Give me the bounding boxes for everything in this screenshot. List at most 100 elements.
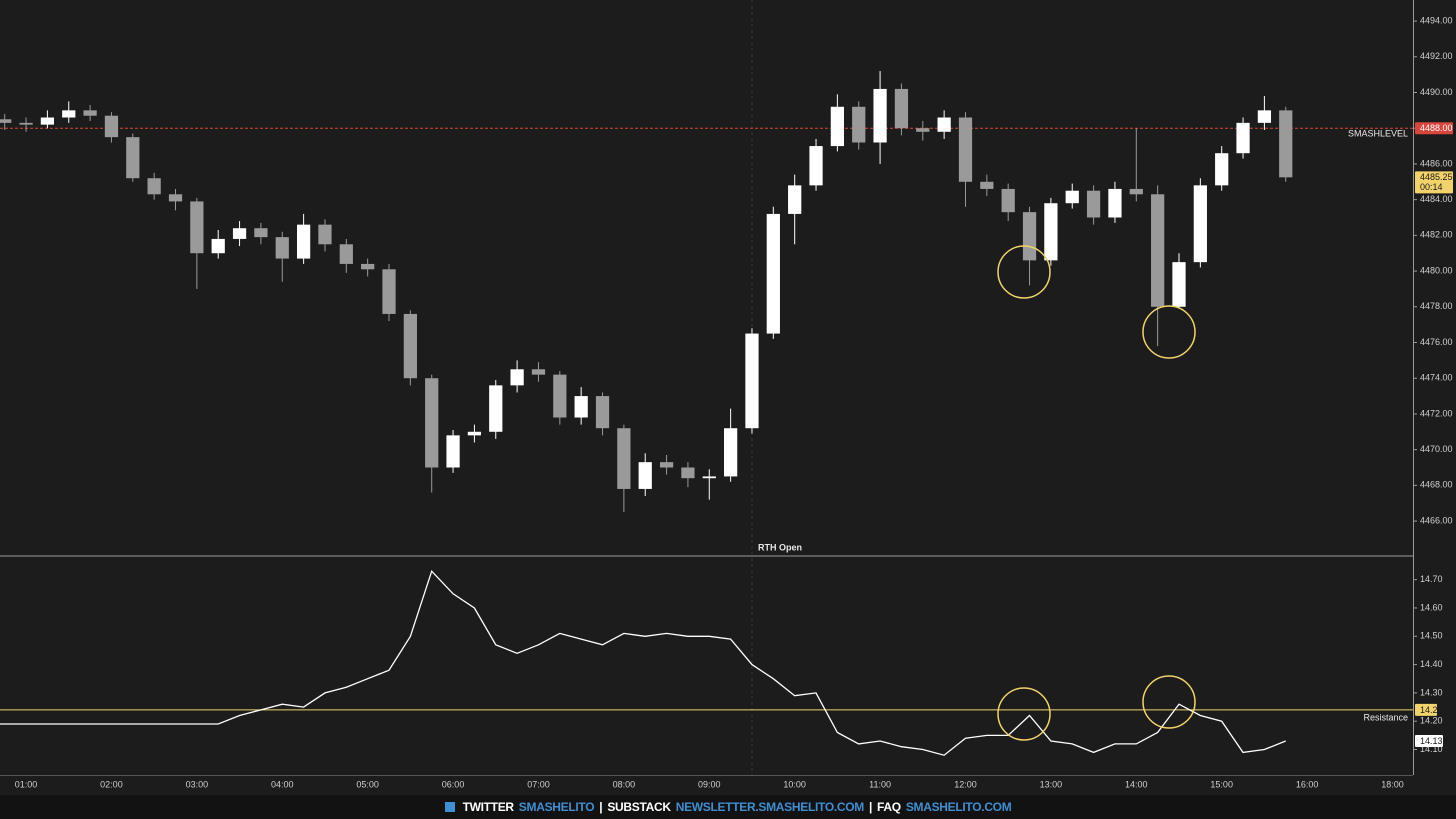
x-tick-label: 07:00 (527, 779, 550, 789)
candle-body (1257, 110, 1272, 123)
highlight-circle (1142, 675, 1196, 729)
y-tick-label: 4484.00 (1420, 194, 1453, 204)
last-price-box (1415, 171, 1453, 194)
candle-body (1044, 203, 1058, 261)
candle-body (980, 181, 994, 189)
footer-link[interactable]: SMASHELITO.COM (905, 800, 1012, 814)
level-price-label-box (1415, 122, 1453, 135)
y-tick-label: 4480.00 (1420, 265, 1453, 275)
candle-body (190, 201, 204, 254)
candle-body (595, 396, 610, 429)
candle-body (638, 462, 652, 489)
candle-body (275, 237, 289, 259)
footer-separator: | (868, 800, 873, 814)
candle-body (1236, 122, 1250, 154)
background (0, 0, 1456, 795)
candle-body (724, 428, 738, 477)
x-tick-label: 12:00 (954, 779, 977, 789)
x-tick-label: 06:00 (442, 779, 465, 789)
candle-body (809, 146, 823, 186)
candle-body (553, 374, 567, 418)
footer-separator: | (599, 800, 603, 814)
candle-body (1172, 262, 1186, 307)
candle-body (1215, 153, 1229, 186)
candle-body (403, 313, 417, 379)
candle-body (168, 194, 183, 202)
candle-body (1022, 212, 1037, 261)
y-tick-label: 4476.00 (1420, 337, 1453, 347)
y-tick-label: 14.30 (1420, 687, 1443, 697)
candle-body (126, 137, 140, 179)
candle-body (1001, 188, 1015, 213)
candle-body (659, 462, 674, 468)
candle-body (1065, 190, 1079, 204)
candle-body (745, 333, 759, 429)
candle-body (766, 213, 780, 334)
candle-body (0, 119, 12, 123)
x-tick-label: 16:00 (1296, 779, 1319, 789)
footer-label: SUBSTACK (607, 800, 671, 814)
candle-body (147, 178, 161, 195)
x-tick-label: 10:00 (783, 779, 806, 789)
candle-body (254, 228, 268, 238)
y-tick-label: 4470.00 (1420, 444, 1453, 454)
x-tick-label: 02:00 (100, 779, 123, 789)
series-line (0, 569, 1286, 756)
footer-link[interactable]: NEWSLETTER.SMASHELITO.COM (675, 800, 865, 814)
candle-body (446, 435, 460, 468)
x-tick-label: 11:00 (869, 779, 891, 789)
candle-body (510, 369, 524, 386)
candle-body (1193, 185, 1207, 263)
candle-body (339, 244, 353, 264)
candle-body (382, 269, 396, 314)
x-tick-label: 09:00 (698, 779, 721, 789)
x-tick-label: 05:00 (356, 779, 379, 789)
x-tick-label: 18:00 (1381, 779, 1404, 789)
x-tick-label: 03:00 (186, 779, 209, 789)
y-tick-label: 14.70 (1420, 574, 1443, 584)
candle-body (104, 115, 119, 138)
candle-body (19, 122, 33, 125)
candle-body (318, 224, 332, 245)
candle-body (617, 428, 631, 489)
candle-body (232, 228, 247, 239)
candle-body (40, 117, 55, 125)
y-tick-label: 14.50 (1420, 631, 1443, 641)
candle-body (852, 106, 866, 143)
y-tick-label: 4490.00 (1420, 87, 1453, 97)
candle-body (1151, 194, 1165, 307)
candle-body (296, 224, 311, 259)
y-tick-label: 4468.00 (1420, 480, 1453, 490)
y-tick-label: 14.10 (1420, 744, 1443, 754)
candle-body (1129, 188, 1143, 195)
y-tick-label: 4494.00 (1420, 15, 1453, 25)
plot-layer: 01:00 02:00 03:00 04:00 05:00 06:00 07:00 08:00… (0, 0, 1453, 789)
candle-body (1108, 188, 1122, 218)
x-tick-label: 08:00 (613, 779, 636, 789)
candle-body (937, 117, 951, 132)
candle-body (958, 117, 973, 182)
candle-body (702, 476, 716, 479)
candle-body (83, 110, 97, 116)
footer-label: TWITTER (462, 800, 515, 814)
y-tick-label: 4478.00 (1420, 301, 1453, 311)
x-tick-label: 04:00 (271, 779, 294, 789)
x-tick-label: 13:00 (1040, 779, 1063, 789)
y-tick-label: 14.40 (1420, 659, 1443, 669)
x-tick-label: 01:00 (15, 779, 38, 789)
footer-link[interactable]: SMASHELITO (518, 800, 595, 814)
level-name: Resistance (1363, 712, 1408, 722)
level-name: SMASHLEVEL (1348, 129, 1408, 139)
last-price-label: 4485.25 (1420, 172, 1453, 182)
last-value-label-box (1415, 735, 1443, 748)
candle-body (531, 369, 546, 375)
highlight-circle (997, 687, 1051, 741)
y-tick-label: 4492.00 (1420, 51, 1453, 61)
candle-body (830, 106, 844, 147)
level-value-label-box (1415, 703, 1437, 716)
y-tick-label: 14.60 (1420, 602, 1443, 612)
highlight-circle (1142, 305, 1196, 359)
candle-body (574, 396, 588, 418)
y-tick-label: 4474.00 (1420, 373, 1453, 383)
candle-body (788, 185, 802, 214)
